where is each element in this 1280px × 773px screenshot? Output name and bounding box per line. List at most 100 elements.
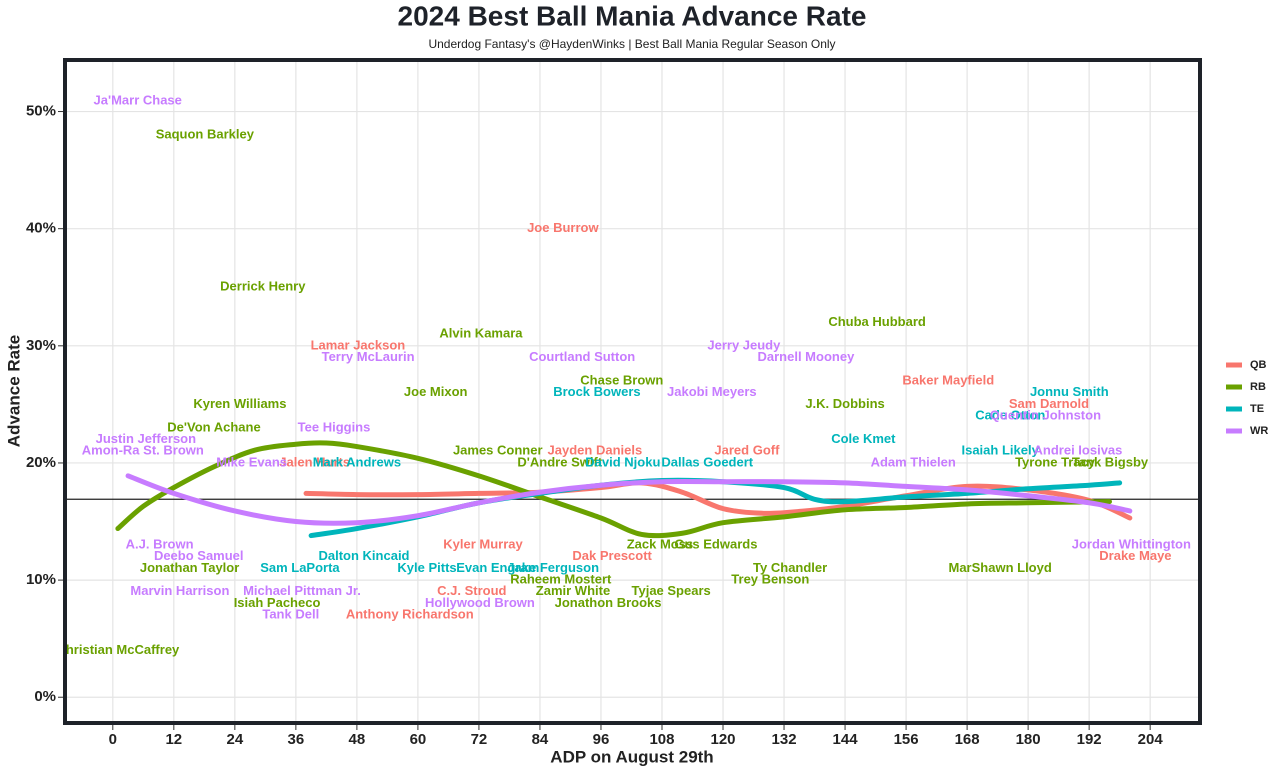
trend-line (303, 480, 1133, 521)
player-label: Drake Maye (1099, 548, 1171, 563)
player-label: Tyrone Tracy (1015, 454, 1096, 469)
player-label: Deebo Samuel (154, 548, 244, 563)
player-label: Andrei Iosivas (1034, 443, 1123, 458)
player-label: James Conner (453, 443, 543, 458)
legend-label: RB (1250, 381, 1266, 393)
player-label: Kyle Pitts (397, 560, 456, 575)
player-label: Brock Bowers (553, 384, 640, 399)
x-tick-label: 36 (288, 731, 305, 748)
x-tick-label: 180 (1016, 731, 1041, 748)
x-tick-label: 96 (593, 731, 610, 748)
player-label: Cade Otton (975, 408, 1045, 423)
x-tick-label: 84 (532, 731, 549, 748)
x-tick-label: 108 (649, 731, 674, 748)
x-tick-label: 156 (894, 731, 919, 748)
chart-title: 2024 Best Ball Mania Advance Rate (398, 0, 867, 31)
player-label: Kyren Williams (193, 396, 286, 411)
x-tick-label: 60 (410, 731, 427, 748)
player-label: Zack Moss (627, 536, 693, 551)
x-tick-label: 12 (165, 731, 182, 748)
x-tick-label: 168 (955, 731, 980, 748)
y-tick-label: 20% (26, 454, 56, 471)
y-tick-label: 50% (26, 103, 56, 120)
legend-label: QB (1250, 359, 1267, 371)
player-label: Jalen Hurts (279, 454, 350, 469)
player-label: David Njoku (585, 454, 660, 469)
trend-line (125, 473, 1133, 526)
player-label: Darnell Mooney (758, 349, 856, 364)
x-tick-label: 204 (1138, 731, 1164, 748)
player-label: Mark Andrews (313, 454, 401, 469)
player-label: Terry McLaurin (322, 349, 415, 364)
chart-subtitle: Underdog Fantasy's @HaydenWinks | Best B… (428, 37, 835, 51)
y-tick-label: 30% (26, 337, 56, 354)
grid (65, 60, 1200, 723)
player-label: Michael Pittman Jr. (243, 583, 361, 598)
player-label: Raheem Mostert (510, 572, 612, 587)
player-label: Jonnu Smith (1030, 384, 1109, 399)
y-axis-label: Advance Rate (4, 335, 23, 447)
player-label: Tank Dell (262, 607, 319, 622)
player-label: Anthony Richardson (346, 607, 474, 622)
player-label: Jared Goff (714, 443, 780, 458)
player-label: Tee Higgins (298, 419, 371, 434)
player-label: Kyler Murray (443, 536, 523, 551)
player-label: Jake Ferguson (507, 560, 599, 575)
x-tick-label: 24 (226, 731, 243, 748)
player-label: Jerry Jeudy (707, 337, 781, 352)
player-label: De'Von Achane (167, 419, 260, 434)
player-label: Joe Mixon (404, 384, 468, 399)
player-label: Baker Mayfield (902, 372, 994, 387)
player-label: Jonathan Taylor (140, 560, 239, 575)
player-label: Ty Chandler (753, 560, 827, 575)
player-label: J.K. Dobbins (805, 396, 884, 411)
y-tick-label: 40% (26, 220, 56, 237)
player-label: Dallas Goedert (661, 454, 753, 469)
panel-border (63, 58, 1202, 725)
x-tick-label: 48 (349, 731, 366, 748)
x-tick-label: 0 (109, 731, 117, 748)
player-label: Gus Edwards (674, 536, 757, 551)
player-label: Jordan Whittington (1072, 536, 1191, 551)
player-label: C.J. Stroud (437, 583, 506, 598)
player-label: Isiah Pacheco (234, 595, 321, 610)
player-label: Cole Kmet (831, 431, 896, 446)
player-label: MarShawn Lloyd (949, 560, 1052, 575)
player-label: Saquon Barkley (156, 126, 255, 141)
legend-label: TE (1250, 403, 1264, 415)
player-label: Dalton Kincaid (318, 548, 409, 563)
axes: 0 12 24 36 48 60 72 84 96 108 120 132 144 156 168 180 19… (26, 103, 1163, 748)
x-tick-label: 192 (1077, 731, 1102, 748)
player-label: Zamir White (536, 583, 610, 598)
player-label: Evan Engram (456, 560, 539, 575)
point-labels: Joe Burrow Lamar Jackson Jalen Hurts Jayden… (65, 92, 1191, 656)
x-tick-label: 72 (471, 731, 488, 748)
player-label: Justin Jefferson (96, 431, 196, 446)
player-label: Jakobi Meyers (667, 384, 757, 399)
player-label: Ja'Marr Chase (94, 92, 182, 107)
player-label: Sam Darnold (1009, 396, 1089, 411)
legend: QB RB TE WR (1226, 359, 1268, 437)
player-label: Marvin Harrison (130, 583, 229, 598)
y-tick-label: 0% (34, 688, 56, 705)
player-label: Jonathon Brooks (555, 595, 662, 610)
x-axis-label: ADP on August 29th (550, 747, 713, 766)
player-label: Alvin Kamara (439, 326, 523, 341)
player-label: Mike Evans (216, 454, 287, 469)
player-label: Dak Prescott (572, 548, 652, 563)
player-label: Chase Brown (580, 372, 663, 387)
player-label: Derrick Henry (220, 279, 306, 294)
x-tick-label: 120 (710, 731, 735, 748)
player-label: Joe Burrow (527, 220, 599, 235)
trend-lines (65, 440, 1200, 539)
player-label: Amon-Ra St. Brown (82, 443, 204, 458)
player-label: Sam LaPorta (260, 560, 340, 575)
x-tick-label: 144 (833, 731, 859, 748)
player-label: Courtland Sutton (529, 349, 635, 364)
player-label: Jayden Daniels (548, 443, 643, 458)
trend-line (115, 440, 1112, 539)
player-label: Tyjae Spears (632, 583, 711, 598)
player-label: Chuba Hubbard (828, 314, 926, 329)
player-label: D'Andre Swift (517, 454, 602, 469)
